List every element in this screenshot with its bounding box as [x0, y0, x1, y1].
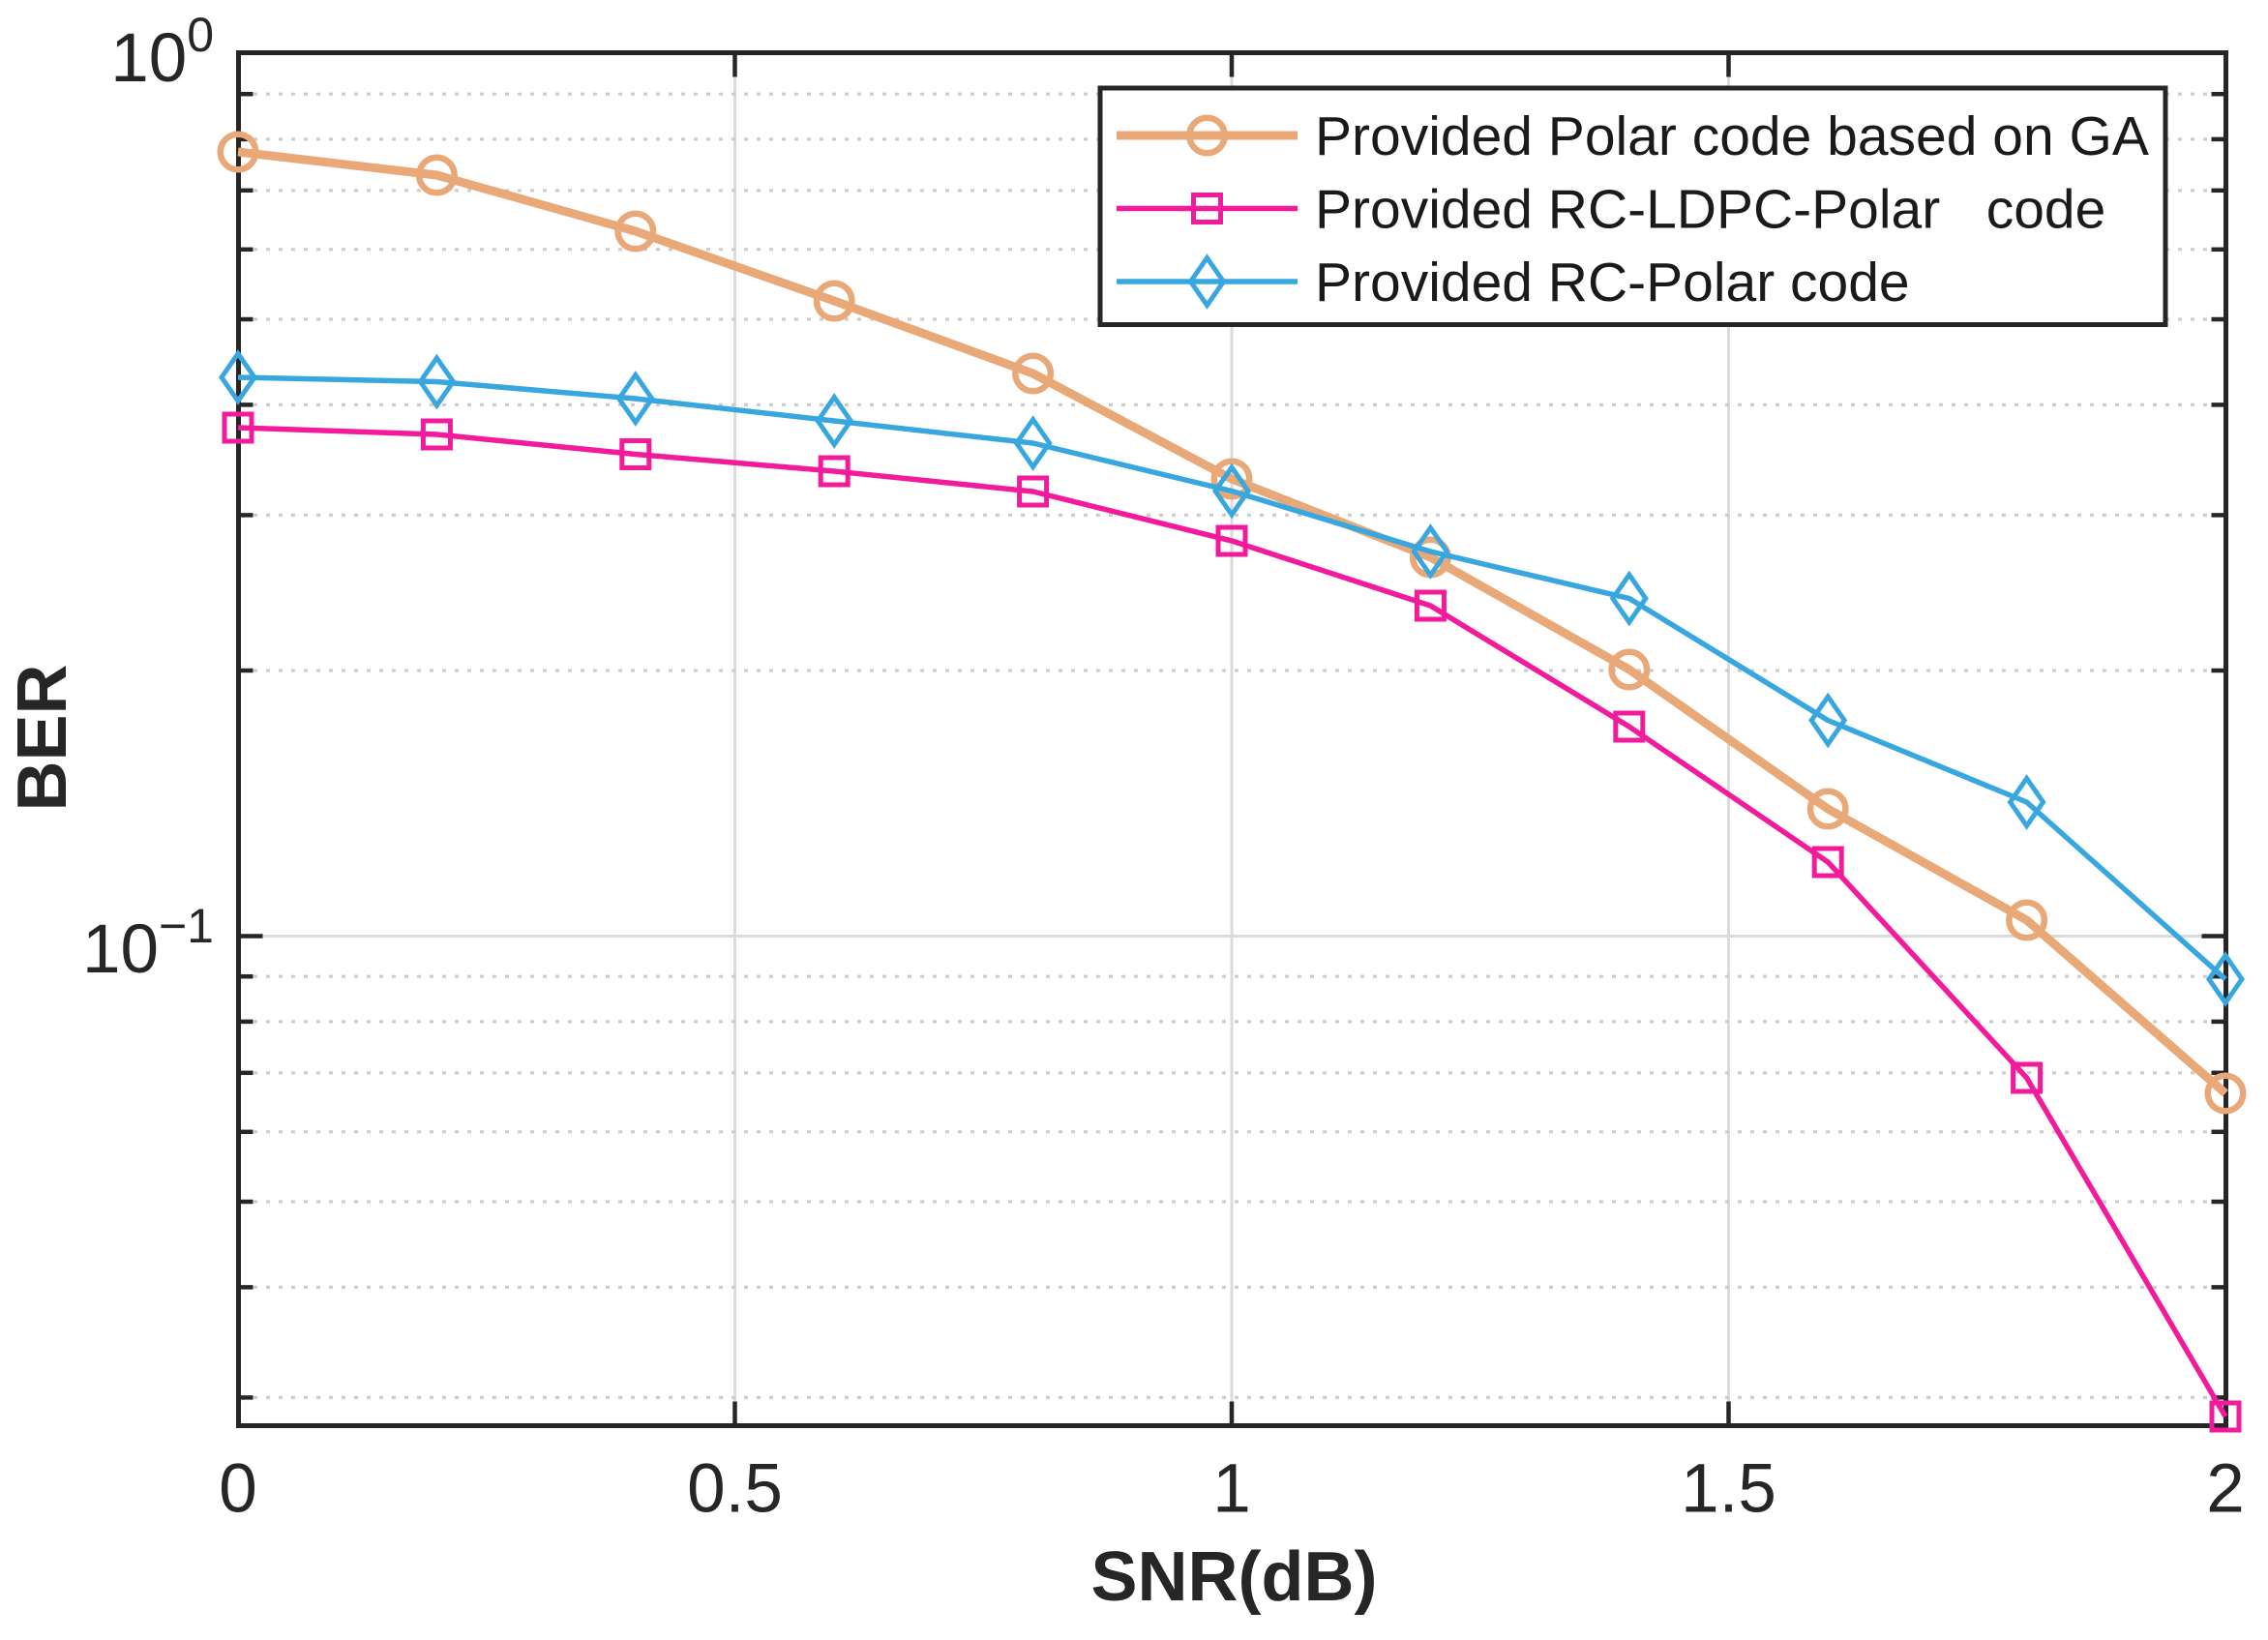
svg-text:0.5: 0.5 — [687, 1451, 783, 1528]
svg-text:1.5: 1.5 — [1681, 1451, 1776, 1528]
svg-text:Provided Polar code based on G: Provided Polar code based on GA — [1315, 105, 2149, 167]
svg-text:Provided RC-LDPC-Polar code: Provided RC-LDPC-Polar code — [1315, 179, 2105, 241]
svg-text:0: 0 — [219, 1451, 257, 1528]
svg-text:BER: BER — [4, 664, 81, 811]
svg-text:10−1: 10−1 — [82, 899, 214, 988]
svg-text:2: 2 — [2206, 1451, 2245, 1528]
svg-text:1: 1 — [1212, 1451, 1251, 1528]
svg-text:Provided RC-Polar code: Provided RC-Polar code — [1315, 252, 1910, 313]
svg-text:SNR(dB): SNR(dB) — [1091, 1538, 1378, 1616]
